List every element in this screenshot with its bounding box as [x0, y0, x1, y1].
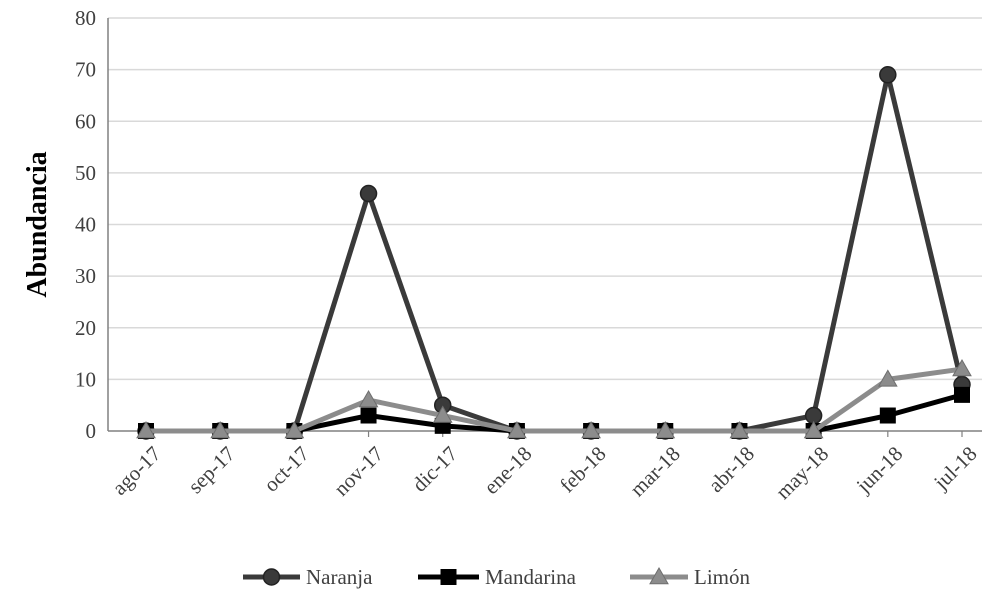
- legend-entry: Naranja: [243, 565, 373, 589]
- y-tick-label: 70: [75, 58, 96, 82]
- point-marker: [803, 420, 824, 439]
- y-tick-label: 10: [75, 367, 96, 391]
- x-tick-label: ene-18: [479, 442, 536, 499]
- point-marker: [877, 369, 898, 387]
- x-tick-label: sep-17: [183, 442, 240, 499]
- legend-entry: Limón: [630, 565, 750, 589]
- y-tick-label: 20: [75, 316, 96, 340]
- point-marker: [952, 359, 972, 377]
- point-marker: [210, 420, 231, 439]
- point-marker: [954, 386, 970, 403]
- x-tick-label: may-18: [771, 442, 833, 504]
- legend-label: Limón: [694, 565, 750, 589]
- x-tick-label: dic-17: [407, 442, 462, 497]
- series-3: [136, 359, 972, 439]
- x-tick-labels: ago-17 sep-17 oct-17 nov-17 dic-17 ene-18 feb-…: [107, 442, 981, 504]
- y-tick-label: 40: [75, 213, 96, 237]
- y-axis-title: Abundancia: [22, 151, 53, 297]
- y-tick-label: 30: [75, 264, 96, 288]
- x-tick-label: jul-18: [928, 442, 981, 495]
- point-marker: [262, 568, 281, 586]
- point-marker: [879, 66, 897, 84]
- y-tick-label: 60: [75, 109, 96, 133]
- point-marker: [360, 407, 377, 424]
- gridlines: [108, 17, 982, 381]
- x-tick-label: jun-18: [851, 442, 907, 498]
- series-line: [146, 72, 965, 434]
- series-line: [146, 366, 963, 434]
- x-tick-label: mar-18: [625, 442, 685, 502]
- point-marker: [358, 390, 379, 408]
- legend: Naranja Mandarina Limón: [243, 565, 750, 589]
- x-tick-label: ago-17: [107, 442, 165, 500]
- point-marker: [729, 420, 750, 439]
- legend-entry: Mandarina: [418, 565, 577, 589]
- x-tick-label: nov-17: [329, 442, 388, 501]
- series-lines: [136, 66, 972, 440]
- axes: [107, 18, 982, 437]
- point-marker: [284, 420, 305, 439]
- x-tick-label: abr-18: [704, 442, 759, 497]
- point-marker: [136, 420, 156, 439]
- x-tick-label: oct-17: [259, 442, 314, 497]
- point-marker: [655, 420, 676, 439]
- point-marker: [432, 405, 453, 423]
- point-marker: [440, 569, 457, 585]
- point-marker: [879, 407, 896, 424]
- x-tick-label: feb-18: [555, 442, 611, 498]
- y-tick-label: 0: [86, 419, 97, 443]
- point-marker: [649, 566, 669, 585]
- legend-label: Mandarina: [485, 565, 577, 589]
- y-tick-label: 50: [75, 161, 96, 185]
- point-marker: [581, 420, 601, 439]
- series-1: [137, 66, 971, 440]
- point-marker: [359, 184, 378, 203]
- point-marker: [507, 420, 527, 439]
- y-tick-labels: 0 10 20 30 40 50 60 70 80: [75, 6, 96, 443]
- y-tick-label: 80: [75, 6, 96, 30]
- legend-label: Naranja: [306, 565, 373, 589]
